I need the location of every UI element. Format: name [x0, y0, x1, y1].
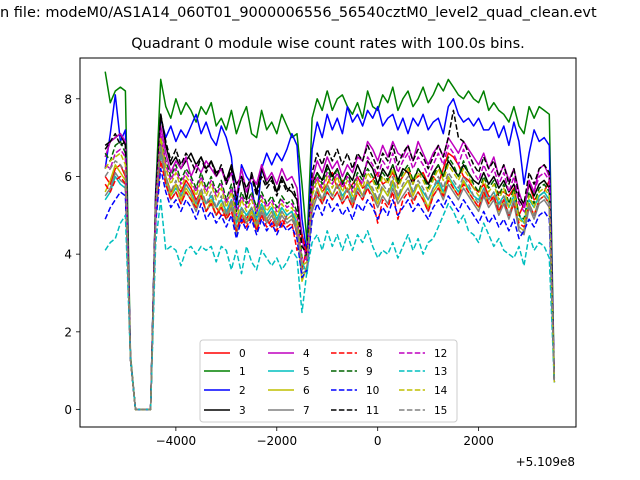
x-tick-label: −4000: [156, 434, 197, 448]
x-axis: −4000 −2000 0 2000: [156, 427, 494, 448]
series-line-12: [104, 132, 556, 411]
legend-label-9: 9: [366, 366, 373, 378]
y-tick-label: 6: [64, 170, 72, 184]
y-tick-label: 4: [64, 248, 72, 262]
series-line-13: [104, 199, 556, 411]
series-line-14: [104, 136, 556, 411]
legend-label-13: 13: [434, 366, 447, 378]
series-lines: [104, 71, 556, 411]
legend-box: [199, 339, 458, 423]
series-line-9: [104, 136, 556, 411]
series-line-8: [104, 160, 556, 411]
legend-label-1: 1: [239, 366, 246, 378]
legend-label-6: 6: [303, 385, 310, 397]
legend-label-7: 7: [303, 405, 310, 417]
legend-label-11: 11: [366, 405, 379, 417]
legend-label-5: 5: [303, 366, 310, 378]
series-line-1: [104, 71, 556, 411]
x-tick-label: 0: [374, 434, 382, 448]
x-offset-text: +5.109e8: [516, 455, 575, 469]
x-tick-label: −2000: [256, 434, 297, 448]
y-tick-label: 2: [64, 325, 72, 339]
legend-label-3: 3: [239, 405, 246, 417]
legend-label-15: 15: [434, 405, 447, 417]
legend-label-2: 2: [239, 385, 246, 397]
y-tick-label: 8: [64, 92, 72, 106]
legend-label-0: 0: [239, 348, 246, 360]
series-line-10: [104, 167, 556, 411]
legend-label-8: 8: [366, 348, 373, 360]
legend-label-10: 10: [366, 385, 379, 397]
plot-frame: [79, 57, 577, 428]
figure-suptitle: n file: modeM0/AS1A14_060T01_9000006556_…: [0, 5, 597, 21]
x-tick-label: 2000: [463, 434, 494, 448]
chart-title: Quadrant 0 module wise count rates with …: [131, 36, 525, 52]
legend-label-4: 4: [303, 348, 310, 360]
legend-label-12: 12: [434, 348, 447, 360]
series-line-4: [104, 125, 556, 411]
y-axis: 0 2 4 6 8: [64, 92, 80, 417]
legend-label-14: 14: [434, 385, 448, 397]
series-line-2: [104, 94, 556, 411]
series-line-15: [104, 144, 556, 411]
y-tick-label: 0: [64, 403, 72, 417]
series-line-11: [104, 109, 556, 411]
